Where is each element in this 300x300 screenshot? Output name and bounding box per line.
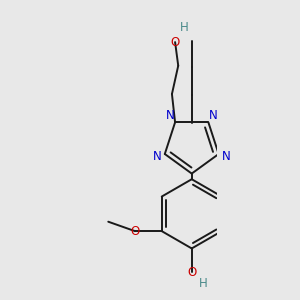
Text: H: H: [199, 277, 208, 290]
Text: N: N: [209, 109, 218, 122]
Text: N: N: [222, 150, 231, 163]
Text: O: O: [170, 36, 180, 49]
Text: O: O: [187, 266, 196, 279]
Text: O: O: [130, 225, 140, 238]
Text: N: N: [166, 109, 175, 122]
Text: N: N: [153, 150, 161, 163]
Text: H: H: [180, 21, 189, 34]
